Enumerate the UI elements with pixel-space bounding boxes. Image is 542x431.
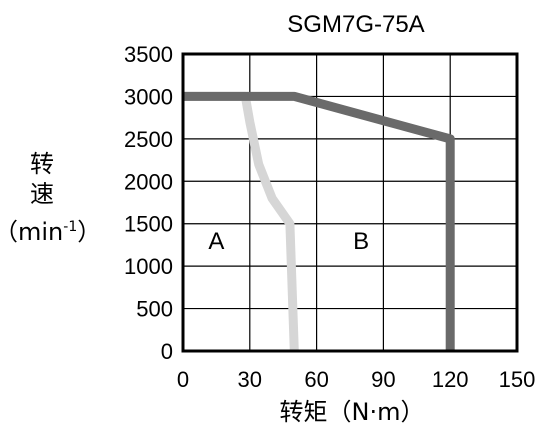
y-tick-label-3500: 3500: [124, 42, 173, 67]
x-tick-labels: 0 30 60 90 120 150: [177, 367, 535, 392]
x-tick-label-120: 120: [432, 367, 469, 392]
region-label-B: B: [353, 228, 369, 255]
y-tick-label-500: 500: [136, 297, 173, 322]
y-tick-label-2000: 2000: [124, 169, 173, 194]
x-axis-label: 转矩（N·m）: [280, 398, 425, 426]
y-axis-label-prefix: （min: [0, 218, 63, 246]
y-tick-label-0: 0: [161, 339, 173, 364]
y-axis-label-suffix: ）: [77, 218, 101, 246]
y-tick-label-1500: 1500: [124, 212, 173, 237]
x-tick-label-30: 30: [238, 367, 262, 392]
y-tick-labels: 0 500 1000 1500 2000 2500 3000 3500: [124, 42, 173, 364]
x-tick-label-90: 90: [371, 367, 395, 392]
plot-frame: [181, 52, 519, 353]
y-tick-label-1000: 1000: [124, 254, 173, 279]
x-tick-label-150: 150: [499, 367, 536, 392]
y-axis-label-line3: （min-1）: [0, 218, 101, 246]
series-layer: [183, 91, 455, 352]
chart-title: SGM7G-75A: [287, 11, 424, 38]
x-tick-label-60: 60: [304, 367, 328, 392]
y-tick-label-2500: 2500: [124, 127, 173, 152]
region-label-A: A: [208, 228, 224, 255]
y-axis-label-sup: -1: [63, 219, 77, 235]
y-tick-label-3000: 3000: [124, 84, 173, 109]
y-axis-label-line2: 速: [30, 180, 54, 208]
y-axis-label-line1: 转: [30, 150, 54, 178]
series-line-B: [183, 91, 455, 351]
x-tick-label-0: 0: [177, 367, 189, 392]
